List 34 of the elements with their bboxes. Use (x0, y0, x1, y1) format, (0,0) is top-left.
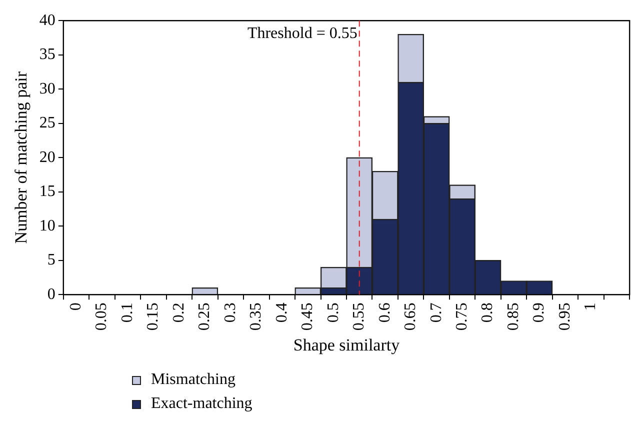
x-tick-label: 0.9 (530, 302, 548, 323)
x-tick-label: 0.05 (93, 302, 110, 331)
y-tick-label: 20 (39, 148, 56, 166)
x-tick-label: 0 (67, 302, 84, 311)
y-tick-label: 40 (39, 12, 56, 29)
y-tick-label: 30 (39, 80, 56, 98)
x-tick-label: 0.5 (324, 302, 342, 323)
x-tick-label: 0.8 (479, 302, 496, 323)
x-tick-label: 0.35 (248, 302, 265, 331)
y-axis-title: Number of matching pair (12, 71, 31, 244)
y-tick-label: 5 (47, 252, 56, 269)
x-axis-title: Shape similarty (293, 335, 400, 354)
x-tick-label: 0.4 (273, 302, 290, 323)
x-tick-label: 0.3 (222, 302, 239, 323)
legend-label: Mismatching (151, 370, 236, 390)
y-tick-label: 10 (39, 217, 56, 234)
x-tick-label: 0.55 (350, 302, 368, 331)
ref-line-label: Threshold = 0.55 (247, 24, 358, 42)
x-tick-label: 0.15 (144, 302, 162, 331)
x-tick-label: 0.25 (196, 302, 214, 331)
x-tick-label: 0.95 (556, 302, 574, 331)
x-tick-label: 0.75 (454, 302, 470, 331)
x-tick-label: 0.1 (118, 302, 136, 323)
x-tick-label: 1 (582, 302, 600, 311)
legend-label: Exact-matching (151, 394, 252, 414)
x-tick-label: 0.2 (170, 302, 188, 323)
x-tick-label: 0.85 (504, 302, 522, 331)
y-tick-label: 35 (39, 46, 56, 64)
y-tick-label: 25 (39, 114, 56, 132)
x-tick-label: 0.7 (428, 302, 445, 323)
y-tick-label: 15 (39, 183, 56, 200)
x-tick-label: 0.65 (402, 302, 420, 331)
x-tick-label: 0.45 (299, 302, 316, 331)
x-tick-label: 0.6 (376, 302, 394, 323)
